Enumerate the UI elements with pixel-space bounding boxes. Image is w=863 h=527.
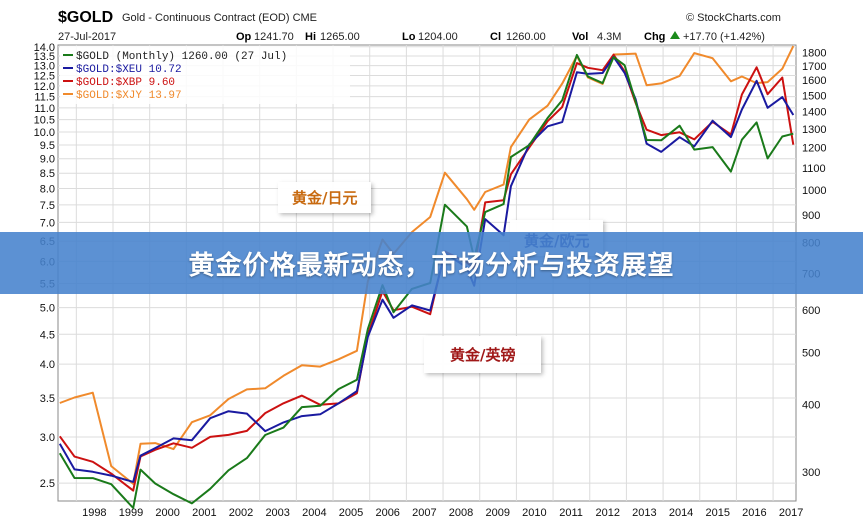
x-tick-label: 2003 xyxy=(265,507,289,519)
left-tick-label: 13.5 xyxy=(34,51,55,63)
header-hi-label: Hi xyxy=(305,31,316,43)
left-tick-label: 3.5 xyxy=(40,393,55,405)
right-tick-label: 1700 xyxy=(802,61,826,73)
right-tick-label: 500 xyxy=(802,347,820,359)
x-tick-label: 2004 xyxy=(302,507,326,519)
x-tick-label: 2016 xyxy=(742,507,766,519)
left-tick-label: 8.5 xyxy=(40,168,55,180)
x-tick-label: 2007 xyxy=(412,507,436,519)
header-date: 27-Jul-2017 xyxy=(58,31,116,43)
header-op-value: 1241.70 xyxy=(254,31,294,43)
left-tick-label: 9.0 xyxy=(40,154,55,166)
legend-item-jpy: $GOLD:$XJY 13.97 xyxy=(76,90,182,102)
callout-gold-jpy: 黄金/日元 xyxy=(278,182,372,213)
header-hi-value: 1265.00 xyxy=(320,31,360,43)
banner-title: 黄金价格最新动态，市场分析与投资展望 xyxy=(188,250,675,281)
legend-item-eur: $GOLD:$XEU 10.72 xyxy=(76,64,182,76)
x-tick-label: 2001 xyxy=(192,507,216,519)
right-tick-label: 1400 xyxy=(802,106,826,118)
left-tick-label: 5.0 xyxy=(40,303,55,315)
right-tick-label: 1600 xyxy=(802,75,826,87)
left-tick-label: 4.5 xyxy=(40,329,55,341)
left-tick-label: 11.0 xyxy=(34,103,55,115)
right-tick-label: 1100 xyxy=(802,163,826,175)
chart-header: $GOLD Gold - Continuous Contract (EOD) C… xyxy=(58,9,781,43)
right-tick-label: 300 xyxy=(802,467,820,479)
left-tick-label: 10.5 xyxy=(34,115,55,127)
header-description: Gold - Continuous Contract (EOD) CME xyxy=(122,12,317,24)
x-tick-label: 2011 xyxy=(559,507,583,519)
left-tick-label: 3.0 xyxy=(40,432,55,444)
x-tick-label: 2012 xyxy=(595,507,619,519)
x-tick-label: 2010 xyxy=(522,507,546,519)
x-tick-label: 1998 xyxy=(82,507,106,519)
header-vol-value: 4.3M xyxy=(597,31,621,43)
header-cl-value: 1260.00 xyxy=(506,31,546,43)
left-tick-label: 2.5 xyxy=(40,478,55,490)
header-source: © StockCharts.com xyxy=(686,12,781,24)
x-tick-label: 1999 xyxy=(119,507,143,519)
right-tick-label: 1800 xyxy=(802,48,826,60)
callout-gold-gbp: 黄金/英镑 xyxy=(424,336,542,373)
x-tick-label: 2013 xyxy=(632,507,656,519)
x-tick-label: 2009 xyxy=(485,507,509,519)
x-tick-label: 2002 xyxy=(229,507,253,519)
right-tick-label: 1200 xyxy=(802,143,826,155)
right-tick-label: 1500 xyxy=(802,90,826,102)
triangle-up-icon xyxy=(670,31,680,39)
header-op-label: Op xyxy=(236,31,252,43)
left-tick-label: 9.5 xyxy=(40,140,55,152)
left-tick-label: 7.0 xyxy=(40,217,55,229)
left-tick-label: 8.0 xyxy=(40,184,55,196)
left-tick-label: 7.5 xyxy=(40,200,55,212)
right-tick-label: 400 xyxy=(802,400,820,412)
left-tick-label: 12.5 xyxy=(34,71,55,83)
legend-item-gold: $GOLD (Monthly) 1260.00 (27 Jul) xyxy=(76,51,287,63)
header-cl-label: Cl xyxy=(490,31,501,43)
left-tick-label: 14.0 xyxy=(34,42,55,54)
left-tick-label: 12.0 xyxy=(34,81,55,93)
x-tick-label: 2017 xyxy=(779,507,803,519)
right-tick-label: 600 xyxy=(802,305,820,317)
legend: $GOLD (Monthly) 1260.00 (27 Jul) $GOLD:$… xyxy=(60,46,350,104)
legend-item-gbp: $GOLD:$XBP 9.60 xyxy=(76,77,175,89)
left-tick-label: 13.0 xyxy=(34,61,55,73)
x-tick-label: 2006 xyxy=(375,507,399,519)
left-tick-label: 11.5 xyxy=(34,92,55,104)
x-tick-label: 2000 xyxy=(155,507,179,519)
right-tick-label: 900 xyxy=(802,210,820,222)
series-line-gold-jpy xyxy=(59,45,795,485)
header-symbol: $GOLD xyxy=(58,9,113,26)
header-lo-label: Lo xyxy=(402,31,416,43)
x-tick-label: 2008 xyxy=(449,507,473,519)
right-tick-label: 1300 xyxy=(802,124,826,136)
header-lo-value: 1204.00 xyxy=(418,31,458,43)
right-tick-label: 1000 xyxy=(802,185,826,197)
legend-background xyxy=(60,46,350,104)
x-tick-label: 2015 xyxy=(706,507,730,519)
header-chg-label: Chg xyxy=(644,31,665,43)
header-chg-value: +17.70 (+1.42%) xyxy=(683,31,765,43)
x-tick-label: 2014 xyxy=(669,507,693,519)
title-banner: 黄金价格最新动态，市场分析与投资展望 xyxy=(0,232,863,294)
header-vol-label: Vol xyxy=(572,31,588,43)
left-tick-label: 4.0 xyxy=(40,359,55,371)
series-line-gold xyxy=(58,53,794,509)
x-axis-ticks: 1998 1999 2000 2001 2002 2003 2004 2005 2006 2007… xyxy=(82,507,803,519)
x-tick-label: 2005 xyxy=(339,507,363,519)
left-tick-label: 10.0 xyxy=(34,127,55,139)
